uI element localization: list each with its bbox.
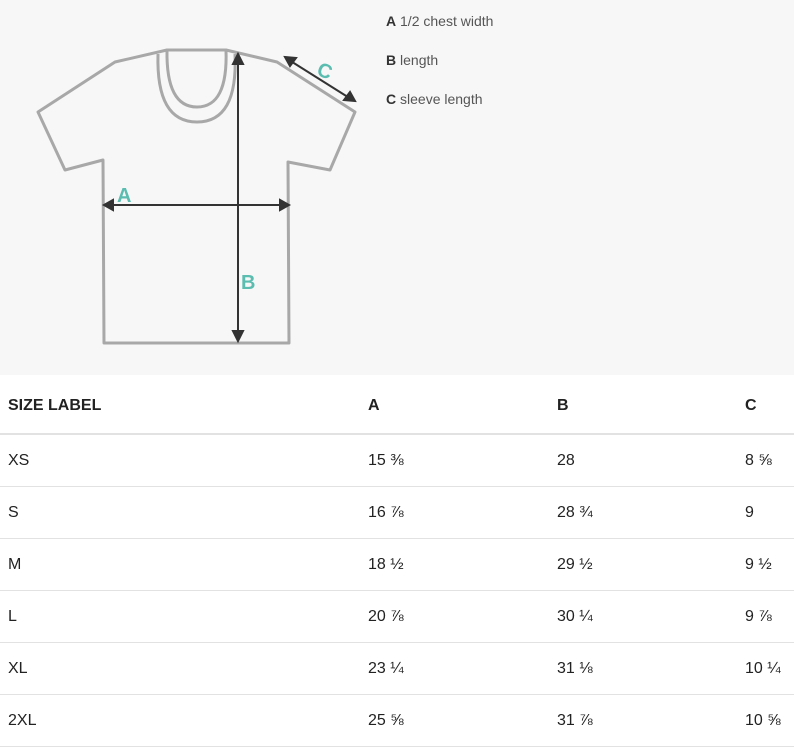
diagram-label: A bbox=[117, 185, 131, 207]
table-cell: 31 ⅛ bbox=[557, 660, 593, 677]
table-cell: 18 ½ bbox=[368, 556, 404, 573]
table-cell: 10 ⅝ bbox=[745, 712, 781, 729]
table-row: XS 15 ⅜ 28 8 ⅝ bbox=[0, 435, 794, 487]
legend-text: sleeve length bbox=[400, 91, 483, 107]
table-cell: 23 ¼ bbox=[368, 660, 404, 677]
table-cell: M bbox=[8, 556, 22, 573]
table-cell: 25 ⅝ bbox=[368, 712, 404, 729]
legend-key: A bbox=[386, 13, 397, 29]
table-row: 2XL 25 ⅝ 31 ⅞ 10 ⅝ bbox=[0, 695, 794, 747]
table-cell: 2XL bbox=[8, 712, 37, 729]
table-cell: 10 ¼ bbox=[745, 660, 781, 677]
table-cell: L bbox=[8, 608, 17, 625]
table-cell: 28 ¾ bbox=[557, 504, 593, 521]
table-row: XL 23 ¼ 31 ⅛ 10 ¼ bbox=[0, 643, 794, 695]
table-cell: 28 bbox=[557, 452, 575, 469]
table-row: M 18 ½ 29 ½ 9 ½ bbox=[0, 539, 794, 591]
table-cell: 8 ⅝ bbox=[745, 452, 772, 469]
table-cell: XS bbox=[8, 452, 30, 469]
table-cell: 15 ⅜ bbox=[368, 452, 404, 469]
table-cell: 16 ⅞ bbox=[368, 504, 404, 521]
table-cell: 9 ½ bbox=[745, 556, 772, 573]
table-cell: 9 bbox=[745, 504, 754, 521]
header-cell: A bbox=[368, 397, 380, 414]
header-row: SIZE LABEL A B C bbox=[0, 375, 794, 435]
legend-key: B bbox=[386, 52, 397, 68]
table-row: S 16 ⅞ 28 ¾ 9 bbox=[0, 487, 794, 539]
table-cell: XL bbox=[8, 660, 28, 677]
header-cell: SIZE LABEL bbox=[8, 397, 102, 414]
diagram-panel: A B C A 1/2 chest width B length C sleev… bbox=[36, 13, 494, 345]
size-table: SIZE LABEL A B C XS 15 ⅜ 28 8 ⅝ S 16 ⅞ 28 ¾ 9 M 18 ½ 2… bbox=[0, 375, 794, 747]
table-cell: 20 ⅞ bbox=[368, 608, 404, 625]
table-cell: 30 ¼ bbox=[557, 608, 593, 625]
legend-item: C sleeve length bbox=[386, 91, 483, 107]
header-cell: C bbox=[745, 397, 757, 414]
diagram-label: C bbox=[314, 59, 335, 85]
legend-text: 1/2 chest width bbox=[400, 13, 494, 29]
legend-item: A 1/2 chest width bbox=[386, 13, 493, 29]
table-row: L 20 ⅞ 30 ¼ 9 ⅞ bbox=[0, 591, 794, 643]
legend-key: C bbox=[386, 91, 397, 107]
diagram-label: B bbox=[241, 272, 255, 294]
legend-text: length bbox=[400, 52, 439, 68]
table-cell: 9 ⅞ bbox=[745, 608, 772, 625]
table-cell: 29 ½ bbox=[557, 556, 593, 573]
legend-item: B length bbox=[386, 52, 438, 68]
tshirt-diagram: A B C bbox=[36, 48, 357, 345]
table-cell: S bbox=[8, 504, 19, 521]
table-cell: 31 ⅞ bbox=[557, 712, 593, 729]
header-cell: B bbox=[557, 397, 569, 414]
